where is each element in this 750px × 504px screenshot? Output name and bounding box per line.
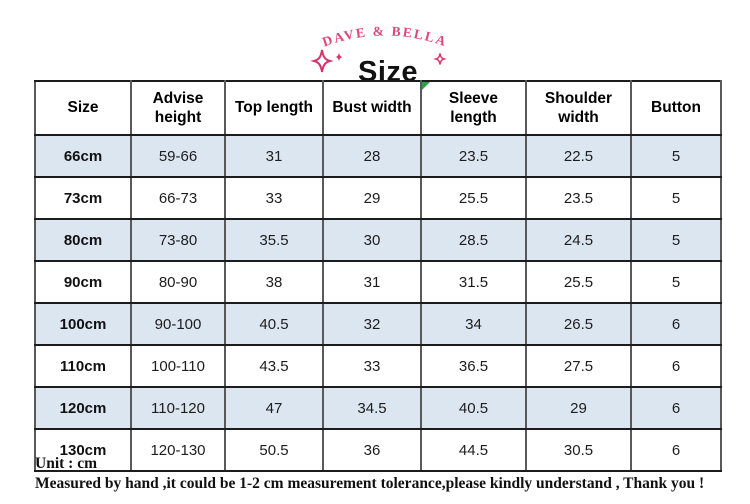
table-cell: 28.5 [420,218,527,262]
table-row: 90cm 80-90 38 31 31.5 25.5 5 [34,260,722,304]
table-cell: 40.5 [420,386,527,430]
table-cell: 5 [630,134,722,178]
row-size-label: 110cm [34,344,132,388]
column-header-bust-width: Bust width [322,80,422,136]
table-cell: 30.5 [525,428,632,472]
row-size-label: 100cm [34,302,132,346]
row-size-label: 73cm [34,176,132,220]
row-size-label: 130cm [34,428,132,472]
table-cell: 30 [322,218,422,262]
table-row: 100cm 90-100 40.5 32 34 26.5 6 [34,302,722,346]
column-header-label: Sleeve length [448,89,499,126]
table-cell: 33 [224,176,324,220]
table-row: 110cm 100-110 43.5 33 36.5 27.5 6 [34,344,722,388]
table-cell: 34 [420,302,527,346]
column-header-shoulder-width: Shoulder width [525,80,632,136]
table-cell: 59-66 [130,134,226,178]
row-size-label: 66cm [34,134,132,178]
table-cell: 29 [525,386,632,430]
table-cell: 50.5 [224,428,324,472]
table-row: 73cm 66-73 33 29 25.5 23.5 5 [34,176,722,220]
cell-flag-icon [423,83,430,90]
table-cell: 31 [224,134,324,178]
table-cell: 22.5 [525,134,632,178]
table-cell: 26.5 [525,302,632,346]
table-cell: 29 [322,176,422,220]
column-header-sleeve-length: Sleeve length [420,80,527,136]
table-cell: 35.5 [224,218,324,262]
table-cell: 44.5 [420,428,527,472]
table-cell: 24.5 [525,218,632,262]
table-cell: 36.5 [420,344,527,388]
tolerance-note: Measured by hand ,it could be 1-2 cm mea… [35,475,705,493]
table-cell: 110-120 [130,386,226,430]
table-cell: 5 [630,176,722,220]
table-cell: 43.5 [224,344,324,388]
table-cell: 5 [630,260,722,304]
brand-arc-text: DAVE & BELLA [320,23,449,49]
column-header-size: Size [34,80,132,136]
column-header-top-length: Top length [224,80,324,136]
table-cell: 47 [224,386,324,430]
column-header-advise-height: Advise height [130,80,226,136]
table-cell: 34.5 [322,386,422,430]
table-cell: 6 [630,386,722,430]
table-cell: 27.5 [525,344,632,388]
table-cell: 38 [224,260,324,304]
table-cell: 23.5 [420,134,527,178]
size-table-body: 66cm 59-66 31 28 23.5 22.5 5 73cm 66-73 33 29 25.5 2… [34,134,722,472]
header-decoration: DAVE & BELLA [313,23,449,73]
table-cell: 6 [630,344,722,388]
table-row: 80cm 73-80 35.5 30 28.5 24.5 5 [34,218,722,262]
table-cell: 33 [322,344,422,388]
row-size-label: 90cm [34,260,132,304]
table-cell: 23.5 [525,176,632,220]
table-cell: 25.5 [420,176,527,220]
table-cell: 120-130 [130,428,226,472]
table-cell: 100-110 [130,344,226,388]
size-table: Size Advise height Top length Bust width… [34,80,722,472]
table-cell: 40.5 [224,302,324,346]
table-cell: 32 [322,302,422,346]
table-cell: 66-73 [130,176,226,220]
table-row: 120cm 110-120 47 34.5 40.5 29 6 [34,386,722,430]
table-cell: 31 [322,260,422,304]
table-row: 130cm 120-130 50.5 36 44.5 30.5 6 [34,428,722,472]
row-size-label: 80cm [34,218,132,262]
header-row: Size Advise height Top length Bust width… [34,80,722,136]
table-cell: 6 [630,428,722,472]
table-cell: 25.5 [525,260,632,304]
table-cell: 6 [630,302,722,346]
column-header-button: Button [630,80,722,136]
table-cell: 36 [322,428,422,472]
footer: Unit : cm Measured by hand ,it could be … [35,454,745,495]
unit-label: Unit : cm [35,455,97,472]
table-cell: 31.5 [420,260,527,304]
row-size-label: 120cm [34,386,132,430]
table-cell: 90-100 [130,302,226,346]
table-row: 66cm 59-66 31 28 23.5 22.5 5 [34,134,722,178]
table-cell: 80-90 [130,260,226,304]
table-cell: 73-80 [130,218,226,262]
table-cell: 5 [630,218,722,262]
table-cell: 28 [322,134,422,178]
